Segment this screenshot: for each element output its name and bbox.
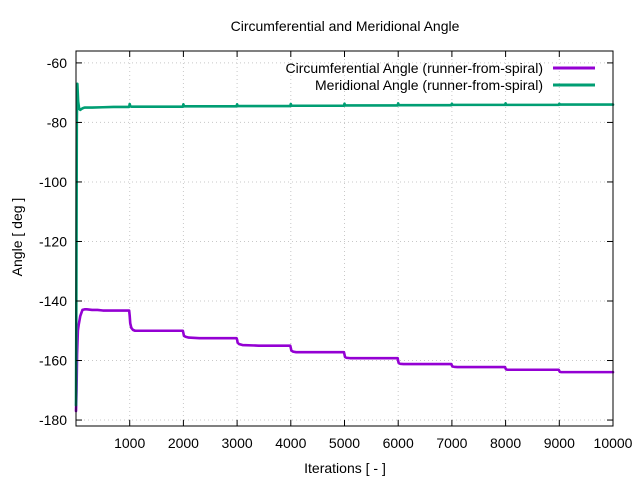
series-layer — [74, 82, 615, 413]
y-tick-label: -140 — [39, 293, 67, 309]
y-tick-label: -120 — [39, 233, 67, 249]
y-tick-label: -60 — [47, 55, 67, 71]
y-tick-label: -100 — [39, 174, 67, 190]
x-ticks: 1000 2000 3000 4000 5000 6000 7000 8000 9000 1000… — [114, 51, 633, 451]
x-tick-label: 2000 — [168, 435, 199, 451]
x-tick-label: 3000 — [222, 435, 253, 451]
x-axis-label: Iterations [ - ] — [304, 460, 386, 476]
legend-label: Meridional Angle (runner-from-spiral) — [315, 77, 543, 93]
y-tick-label: -180 — [39, 412, 67, 428]
x-tick-label: 7000 — [436, 435, 467, 451]
x-tick-label: 10000 — [594, 435, 633, 451]
x-tick-label: 9000 — [544, 435, 575, 451]
y-axis-label: Angle [ deg ] — [9, 198, 25, 277]
x-tick-label: 5000 — [329, 435, 360, 451]
legend: Circumferential Angle (runner-from-spira… — [285, 60, 595, 93]
series-line-meridional — [74, 82, 615, 407]
x-tick-label: 8000 — [490, 435, 521, 451]
legend-label: Circumferential Angle (runner-from-spira… — [285, 60, 543, 76]
x-tick-label: 6000 — [383, 435, 414, 451]
series-line-circumferential — [74, 308, 615, 413]
x-tick-label: 1000 — [114, 435, 145, 451]
y-tick-label: -80 — [47, 114, 67, 130]
y-ticks: -60 -80 -100 -120 -140 -160 -180 — [39, 55, 613, 428]
chart-title: Circumferential and Meridional Angle — [231, 18, 460, 34]
y-tick-label: -160 — [39, 353, 67, 369]
x-tick-label: 4000 — [275, 435, 306, 451]
